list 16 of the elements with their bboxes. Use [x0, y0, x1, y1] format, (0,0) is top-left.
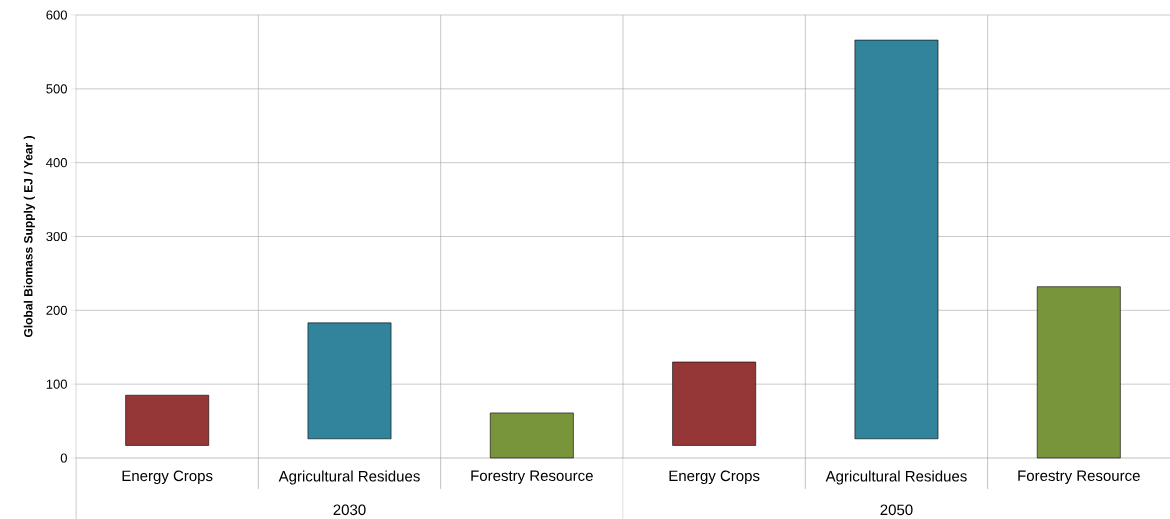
x-tick-label: Energy Crops: [669, 470, 760, 485]
y-tick-label: 600: [46, 10, 67, 20]
y-tick-label: 500: [46, 84, 67, 94]
y-axis-title: Global Biomass Supply ( EJ / Year ): [23, 136, 35, 338]
y-tick-label: 400: [46, 158, 67, 168]
y-tick-label: 300: [46, 231, 67, 242]
y-tick-label: 200: [46, 305, 67, 315]
y-tick-label: 100: [46, 379, 67, 389]
text: 2050: [880, 504, 913, 516]
x-tick-label: Forestry Resource: [1018, 470, 1140, 484]
x-tick-label: Energy Crops: [122, 470, 213, 485]
x-tick-label: Forestry Resource: [471, 470, 593, 484]
y-tick-label: 0: [60, 453, 67, 463]
text: 2030: [333, 504, 366, 516]
x-tick-label: Agricultural Residues: [278, 470, 420, 485]
x-tick-label: Agricultural Residues: [825, 470, 967, 485]
